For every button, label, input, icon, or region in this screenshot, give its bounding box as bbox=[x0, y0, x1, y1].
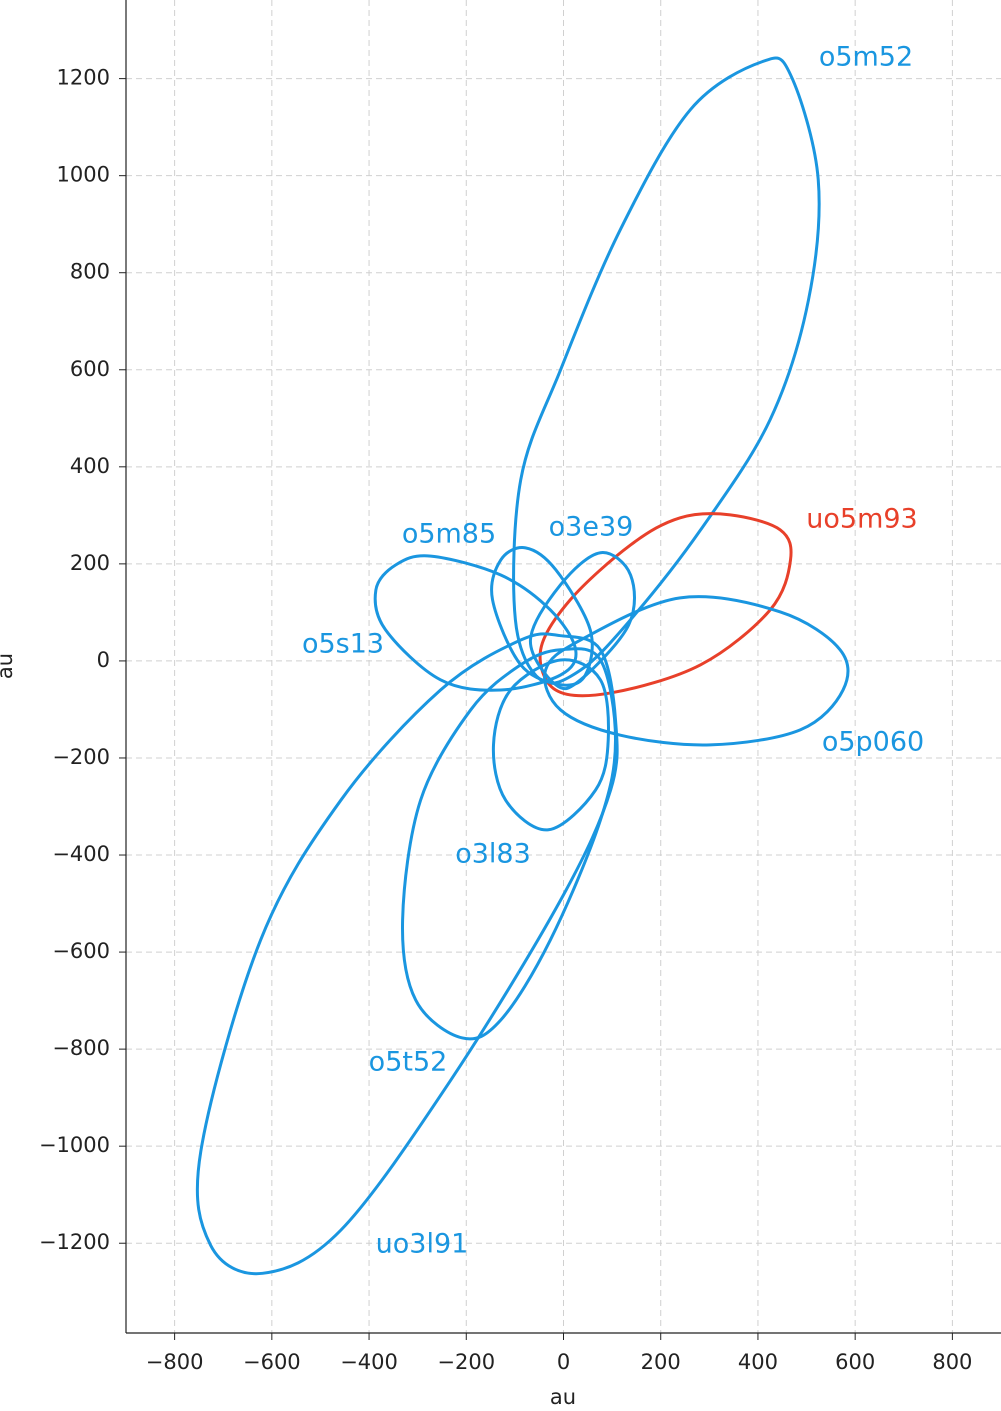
orbit-label: o3l83 bbox=[455, 839, 531, 870]
orbit-label: o5m52 bbox=[819, 42, 913, 73]
x-tick-label: 600 bbox=[835, 1350, 875, 1374]
x-axis-label: au bbox=[550, 1385, 576, 1409]
x-tick-label: −200 bbox=[437, 1350, 495, 1374]
orbit bbox=[512, 56, 821, 685]
y-tick-label: −1200 bbox=[39, 1230, 110, 1254]
y-tick-label: 0 bbox=[97, 648, 110, 672]
y-tick-label: −200 bbox=[52, 745, 110, 769]
orbit bbox=[373, 554, 578, 692]
x-tick-label: −400 bbox=[340, 1350, 398, 1374]
orbit-label: uo5m93 bbox=[806, 504, 917, 535]
y-axis-label: au bbox=[0, 653, 17, 679]
y-tick-label: 800 bbox=[70, 260, 110, 284]
y-tick-label: −800 bbox=[52, 1036, 110, 1060]
y-tick-label: 400 bbox=[70, 454, 110, 478]
orbit bbox=[543, 595, 850, 747]
y-tick-label: −400 bbox=[52, 842, 110, 866]
x-tick-label: 0 bbox=[557, 1350, 570, 1374]
y-tick-label: 200 bbox=[70, 551, 110, 575]
orbit bbox=[528, 551, 637, 691]
x-tick-label: 200 bbox=[641, 1350, 681, 1374]
orbit bbox=[491, 658, 610, 832]
y-tick-label: −1000 bbox=[39, 1133, 110, 1157]
orbit-label: o5p060 bbox=[822, 727, 924, 758]
x-tick-label: −600 bbox=[243, 1350, 301, 1374]
y-tick-label: −600 bbox=[52, 939, 110, 963]
orbit bbox=[490, 546, 594, 687]
orbit-label: o5t52 bbox=[369, 1047, 448, 1078]
x-tick-label: 400 bbox=[738, 1350, 778, 1374]
y-tick-label: 1000 bbox=[57, 163, 110, 187]
orbit-label: o3e39 bbox=[549, 512, 634, 543]
x-tick-label: −800 bbox=[146, 1350, 204, 1374]
orbit bbox=[195, 632, 619, 1276]
y-tick-label: 600 bbox=[70, 357, 110, 381]
orbit bbox=[400, 647, 618, 1041]
orbit-label: o5s13 bbox=[302, 629, 384, 660]
orbit-label: o5m85 bbox=[402, 519, 496, 550]
orbit bbox=[538, 512, 793, 698]
orbit-label: uo3l91 bbox=[376, 1229, 469, 1260]
y-tick-label: 1200 bbox=[57, 66, 110, 90]
x-tick-label: 800 bbox=[932, 1350, 972, 1374]
